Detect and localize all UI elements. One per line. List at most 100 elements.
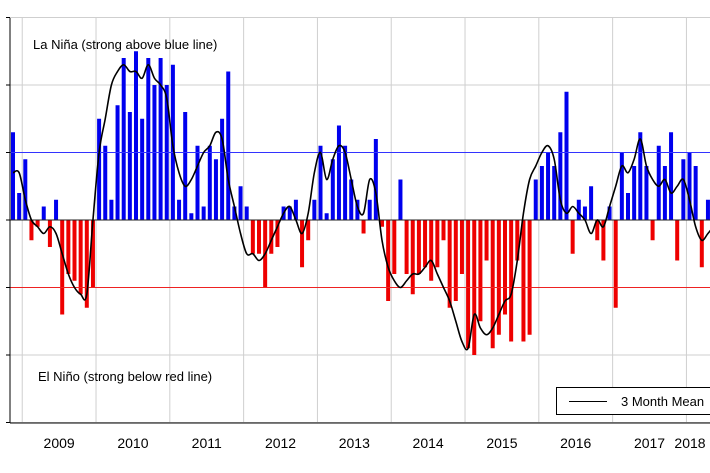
legend: 3 Month Mean [556, 387, 710, 415]
anomaly-bar [336, 125, 341, 220]
anomaly-bar [244, 206, 249, 220]
anomaly-bar [201, 206, 206, 220]
anomaly-bar [11, 132, 15, 220]
x-tick-label: 2012 [265, 435, 296, 451]
anomaly-bar [392, 220, 397, 274]
anomaly-bar [503, 220, 507, 315]
x-tick-label: 2018 [674, 435, 705, 451]
anomaly-bar [589, 186, 594, 220]
anomaly-bar [90, 220, 95, 288]
x-tick-label: 2015 [486, 435, 517, 451]
x-tick-label: 2017 [634, 435, 665, 451]
x-tick-label: 2016 [560, 435, 591, 451]
anomaly-bar [705, 199, 710, 220]
anomaly-bar [189, 213, 194, 220]
anomaly-bar [582, 206, 587, 220]
anomaly-bar [478, 220, 483, 322]
anomaly-bar [60, 220, 65, 315]
anomaly-bar [638, 132, 643, 220]
anomaly-bar [484, 220, 489, 261]
anomaly-bar [687, 152, 692, 220]
anomaly-bar [380, 220, 384, 227]
anomaly-bar [293, 199, 298, 220]
anomaly-bar [78, 220, 83, 295]
anomaly-bar [558, 132, 563, 220]
anomaly-bar [669, 132, 674, 220]
anomaly-bar [423, 220, 428, 268]
anomaly-bar [398, 179, 403, 220]
anomaly-bar [17, 193, 22, 220]
anomaly-bar [318, 145, 323, 220]
x-tick-labels: 2009 2010 2011 2012 2013 2014 2015 2016 2017 2018 [44, 435, 706, 451]
anomaly-bar [429, 220, 434, 281]
anomaly-bar [601, 220, 606, 261]
anomaly-bar [386, 220, 391, 301]
anomaly-bar [97, 118, 102, 220]
anomaly-bar [576, 199, 581, 220]
anomaly-bar [515, 220, 520, 261]
anomaly-bar [441, 220, 446, 241]
anomaly-bar [349, 179, 354, 220]
anomaly-bar [195, 145, 200, 220]
anomaly-bar [232, 206, 237, 220]
anomaly-bar [533, 179, 538, 220]
x-tick-label: 2010 [117, 435, 148, 451]
anomaly-bar [632, 166, 637, 220]
x-tick-label: 2011 [192, 435, 222, 451]
x-tick-label: 2013 [339, 435, 370, 451]
anomaly-bar [613, 220, 618, 308]
anomaly-bar [121, 58, 126, 220]
anomaly-bar [466, 220, 471, 349]
anomaly-bar [330, 159, 335, 220]
anomaly-bar [127, 112, 132, 220]
anomaly-bar [675, 220, 680, 261]
anomaly-bar [416, 220, 421, 274]
anomaly-bar [435, 220, 440, 268]
anomaly-bar [183, 112, 188, 220]
anomaly-bar [373, 139, 378, 220]
anomaly-bar [509, 220, 514, 342]
anomaly-bar [66, 220, 71, 274]
anomaly-bar [140, 118, 145, 220]
bars [11, 51, 710, 355]
anomaly-bar [213, 159, 218, 220]
anomaly-bar [269, 220, 274, 254]
x-tick-label: 2014 [413, 435, 444, 451]
anomaly-bar [343, 145, 348, 220]
anomaly-bar [361, 220, 366, 234]
anomaly-bar [300, 220, 305, 268]
anomaly-bar [146, 58, 151, 220]
anomaly-bar [496, 220, 501, 335]
anomaly-bar [626, 193, 630, 220]
anomaly-bar [23, 159, 28, 220]
anomaly-bar [103, 145, 108, 220]
anomaly-bar [177, 199, 182, 220]
anomaly-bar [115, 105, 120, 220]
anomaly-bar [306, 220, 311, 241]
anomaly-bar [109, 199, 114, 220]
anomaly-bar [644, 166, 649, 220]
threshold-lines [10, 152, 710, 288]
anomaly-bar [699, 220, 704, 268]
anomaly-bar [324, 213, 329, 220]
anomaly-bar [570, 220, 575, 254]
anomaly-bar [447, 220, 452, 308]
anomaly-bar [72, 220, 77, 281]
mean-line-group [12, 63, 710, 351]
anomaly-bar [238, 186, 243, 220]
anomaly-bar [662, 166, 667, 220]
anomaly-bar [54, 199, 59, 220]
axes [6, 17, 710, 424]
el-nino-annotation: El Niño (strong below red line) [38, 369, 213, 384]
anomaly-bar [521, 220, 526, 342]
anomaly-bar [134, 51, 138, 220]
anomaly-bar [207, 145, 212, 220]
anomaly-bar [220, 118, 225, 220]
anomaly-bar [47, 220, 52, 247]
anomaly-bar [650, 220, 655, 241]
anomaly-bar [367, 199, 372, 220]
anomaly-bar [490, 220, 495, 349]
x-tick-label: 2009 [44, 435, 75, 451]
legend-label: 3 Month Mean [621, 394, 705, 409]
anomaly-bar [275, 220, 280, 247]
